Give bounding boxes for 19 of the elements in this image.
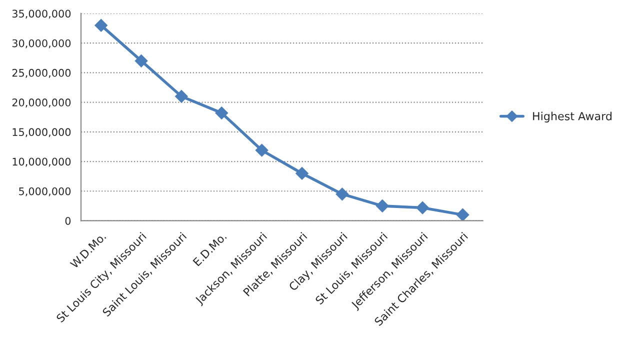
point <box>175 90 188 103</box>
point <box>376 200 389 212</box>
y-tick-label: 35,000,000 <box>12 10 71 19</box>
y-tick-label: 15,000,000 <box>12 128 71 138</box>
legend-label: Highest Award <box>533 112 612 122</box>
point <box>215 106 228 120</box>
point <box>336 188 349 200</box>
y-tick-label: 30,000,000 <box>12 39 71 48</box>
point <box>296 166 308 180</box>
y-tick-label: 0 <box>65 216 71 225</box>
point <box>134 54 148 68</box>
point <box>94 18 108 32</box>
point <box>255 144 268 157</box>
point <box>456 208 470 221</box>
y-tick-label: 5,000,000 <box>19 187 71 196</box>
point <box>416 201 429 214</box>
y-tick-label: 10,000,000 <box>12 158 71 167</box>
y-tick-label: 20,000,000 <box>12 98 71 108</box>
y-tick-label: 25,000,000 <box>12 68 71 78</box>
